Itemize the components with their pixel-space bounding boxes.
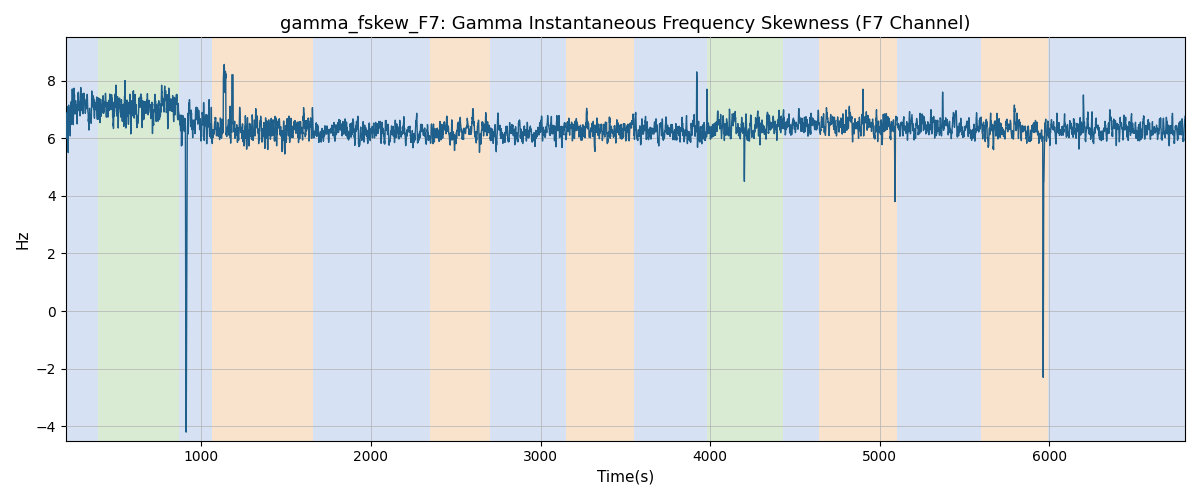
- Bar: [707, 38, 784, 440]
- X-axis label: Time(s): Time(s): [596, 470, 654, 485]
- Bar: [431, 38, 490, 440]
- Bar: [566, 38, 634, 440]
- Bar: [179, 38, 211, 440]
- Bar: [1048, 38, 1186, 440]
- Bar: [98, 38, 179, 440]
- Bar: [313, 38, 431, 440]
- Bar: [490, 38, 566, 440]
- Bar: [982, 38, 1048, 440]
- Bar: [818, 38, 896, 440]
- Bar: [211, 38, 313, 440]
- Title: gamma_fskew_F7: Gamma Instantaneous Frequency Skewness (F7 Channel): gamma_fskew_F7: Gamma Instantaneous Freq…: [280, 15, 971, 34]
- Bar: [784, 38, 818, 440]
- Y-axis label: Hz: Hz: [16, 230, 30, 249]
- Bar: [896, 38, 982, 440]
- Bar: [634, 38, 707, 440]
- Bar: [66, 38, 98, 440]
